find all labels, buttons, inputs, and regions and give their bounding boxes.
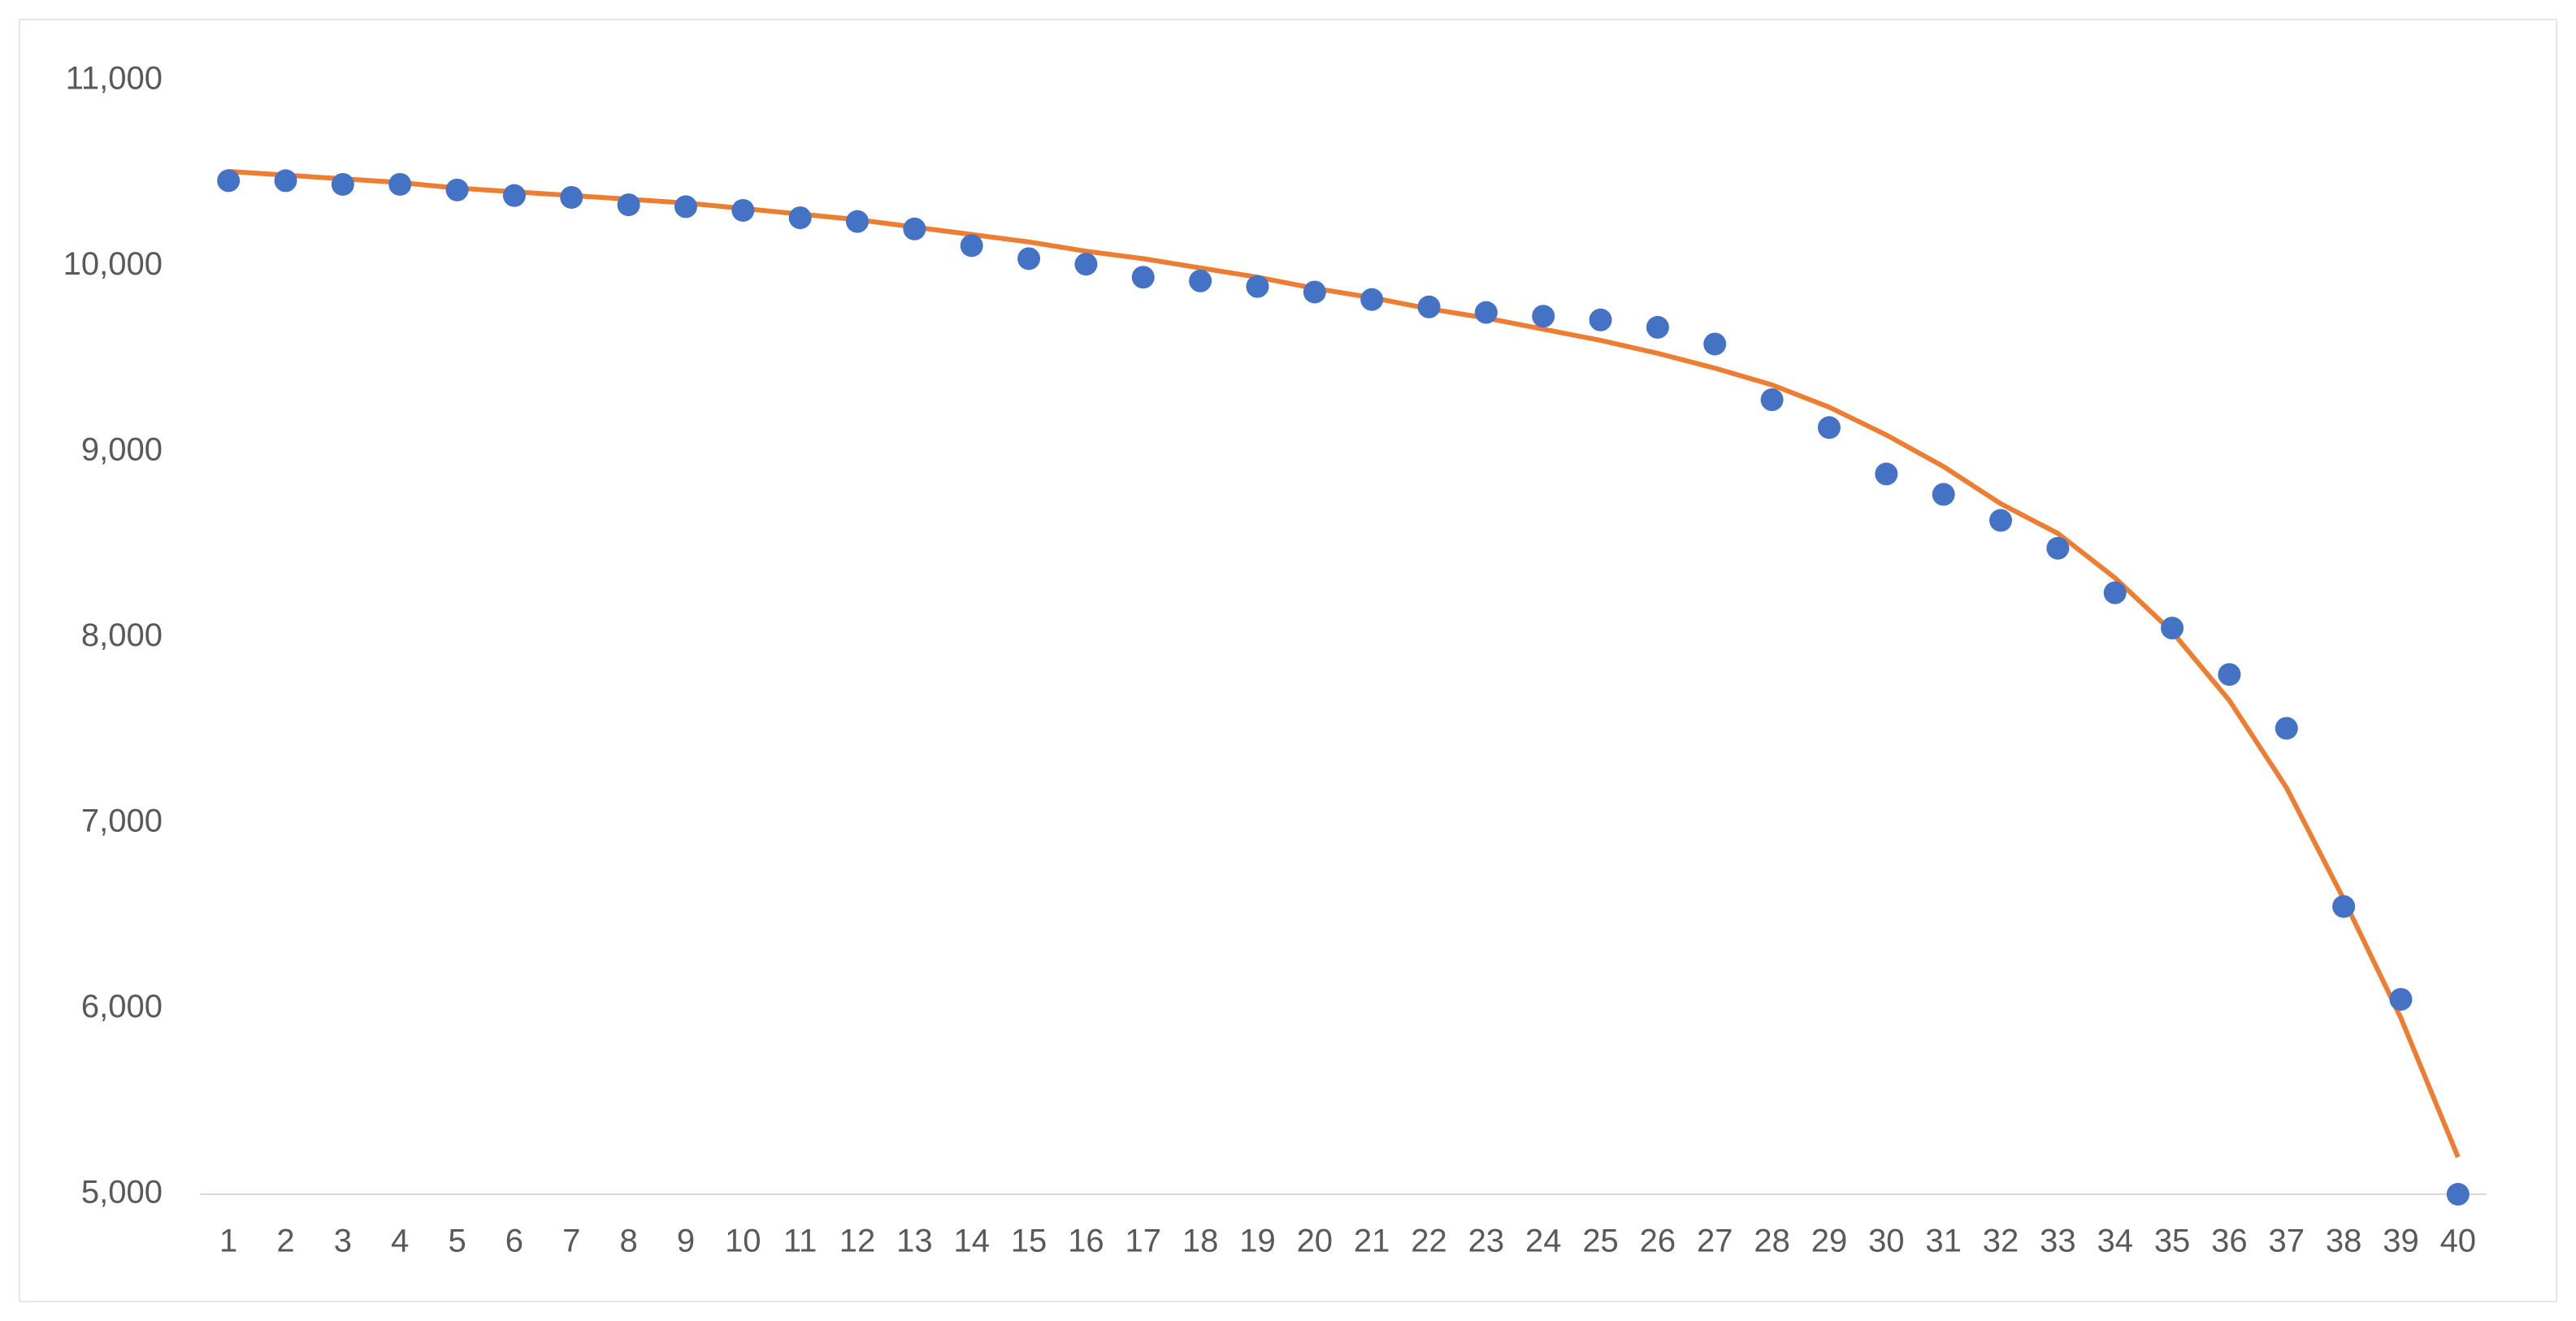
data-point xyxy=(1760,388,1784,412)
data-point xyxy=(445,178,469,201)
x-tick-label: 1 xyxy=(219,1224,237,1259)
x-tick-label: 31 xyxy=(1925,1224,1962,1259)
y-tick-label: 9,000 xyxy=(81,432,163,468)
data-point xyxy=(1189,269,1212,292)
x-tick-label: 11 xyxy=(783,1224,817,1259)
data-point xyxy=(731,198,755,222)
x-tick-label: 2 xyxy=(276,1224,294,1259)
data-point xyxy=(1131,266,1155,289)
data-point xyxy=(1532,305,1555,328)
x-tick-label: 9 xyxy=(677,1224,695,1259)
data-point xyxy=(617,193,640,217)
data-point xyxy=(846,210,870,233)
x-tick-label: 37 xyxy=(2269,1224,2305,1259)
x-tick-label: 19 xyxy=(1239,1224,1276,1259)
data-point xyxy=(1932,483,1955,506)
x-tick-label: 7 xyxy=(562,1224,580,1259)
data-point xyxy=(1360,288,1384,311)
x-tick-label: 22 xyxy=(1411,1224,1447,1259)
data-point xyxy=(2332,894,2356,918)
data-point xyxy=(1246,275,1269,298)
data-point xyxy=(1703,332,1727,356)
data-point xyxy=(2046,536,2070,560)
data-point xyxy=(1989,509,2013,532)
x-tick-label: 28 xyxy=(1754,1224,1790,1259)
data-point xyxy=(502,184,526,207)
x-tick-label: 25 xyxy=(1582,1224,1619,1259)
x-tick-label: 32 xyxy=(1983,1224,2019,1259)
x-tick-label: 23 xyxy=(1468,1224,1505,1259)
data-point xyxy=(2218,663,2241,686)
trend-line xyxy=(228,168,2461,1159)
x-tick-label: 26 xyxy=(1640,1224,1676,1259)
data-point xyxy=(1474,301,1498,324)
data-point xyxy=(1875,462,1898,486)
data-point xyxy=(788,206,812,230)
x-tick-label: 34 xyxy=(2097,1224,2133,1259)
x-tick-label: 30 xyxy=(1868,1224,1905,1259)
y-tick-label: 6,000 xyxy=(81,989,163,1024)
data-point xyxy=(2389,988,2413,1011)
x-tick-label: 33 xyxy=(2040,1224,2076,1259)
data-point xyxy=(903,217,926,240)
x-tick-label: 36 xyxy=(2211,1224,2248,1259)
x-tick-label: 3 xyxy=(334,1224,352,1259)
x-tick-label: 12 xyxy=(839,1224,876,1259)
chart-frame xyxy=(19,19,2557,1302)
x-tick-label: 17 xyxy=(1125,1224,1162,1259)
data-point xyxy=(1074,253,1098,276)
data-point xyxy=(331,172,354,196)
x-tick-label: 21 xyxy=(1354,1224,1390,1259)
x-tick-label: 5 xyxy=(448,1224,466,1259)
data-point xyxy=(274,169,297,193)
x-tick-label: 10 xyxy=(725,1224,761,1259)
data-point xyxy=(1817,416,1841,440)
x-tick-label: 40 xyxy=(2440,1224,2477,1259)
x-tick-label: 29 xyxy=(1811,1224,1848,1259)
x-tick-label: 14 xyxy=(953,1224,990,1259)
data-point xyxy=(1417,295,1441,318)
y-tick-label: 10,000 xyxy=(63,246,163,282)
data-point xyxy=(217,169,241,193)
y-tick-label: 11,000 xyxy=(66,61,163,97)
y-tick-label: 8,000 xyxy=(81,617,163,653)
x-tick-label: 18 xyxy=(1182,1224,1219,1259)
data-point xyxy=(674,195,697,219)
data-point xyxy=(560,185,583,209)
x-tick-label: 20 xyxy=(1297,1224,1334,1259)
x-tick-label: 16 xyxy=(1068,1224,1104,1259)
x-tick-label: 39 xyxy=(2383,1224,2419,1259)
x-tick-label: 6 xyxy=(505,1224,523,1259)
x-tick-label: 13 xyxy=(896,1224,933,1259)
data-point xyxy=(1303,280,1326,304)
data-point xyxy=(1589,308,1612,331)
x-tick-label: 4 xyxy=(391,1224,409,1259)
data-point xyxy=(2103,581,2127,604)
x-tick-label: 35 xyxy=(2154,1224,2191,1259)
data-point xyxy=(388,172,412,196)
data-point xyxy=(960,234,983,258)
y-tick-label: 7,000 xyxy=(81,803,163,839)
x-tick-label: 8 xyxy=(620,1224,638,1259)
data-point xyxy=(2446,1183,2470,1206)
data-point xyxy=(2275,717,2298,740)
data-point xyxy=(1646,315,1669,339)
x-tick-label: 24 xyxy=(1525,1224,1562,1259)
x-tick-label: 27 xyxy=(1697,1224,1733,1259)
data-point xyxy=(2161,617,2184,640)
y-tick-label: 5,000 xyxy=(81,1175,163,1211)
x-tick-label: 15 xyxy=(1011,1224,1047,1259)
x-tick-label: 38 xyxy=(2326,1224,2362,1259)
data-point xyxy=(1017,247,1041,271)
